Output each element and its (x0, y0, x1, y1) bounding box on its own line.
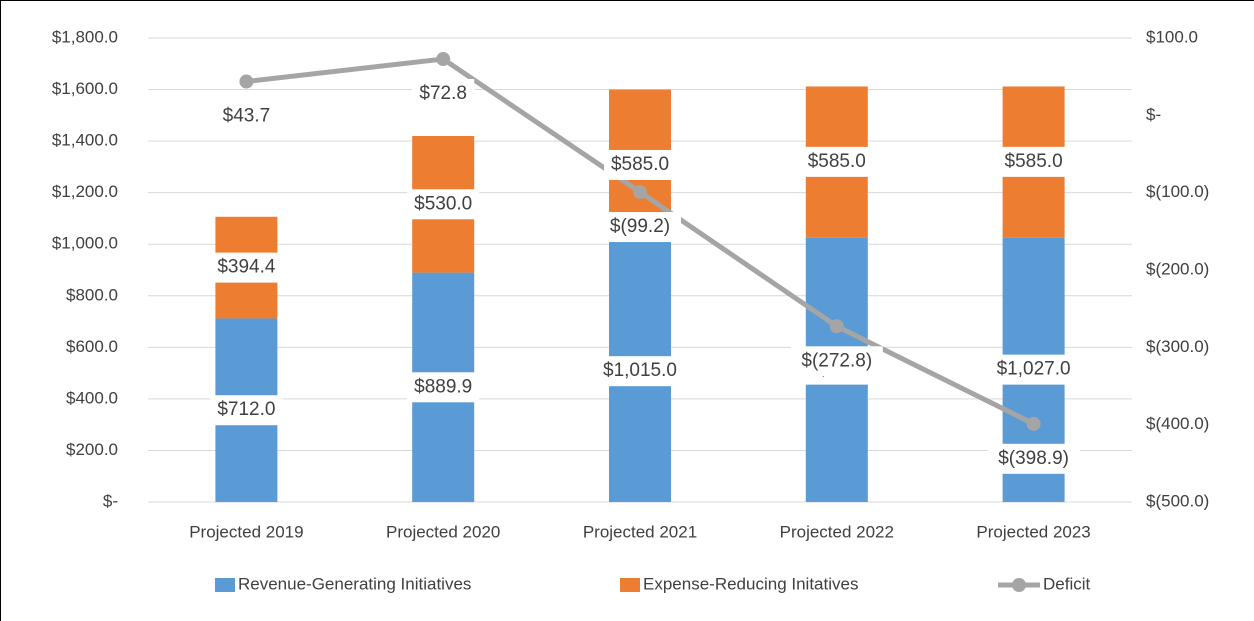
label-bg (604, 149, 676, 180)
deficit-marker (633, 185, 647, 200)
x-tick-label: Projected 2021 (583, 522, 697, 541)
value-label: $889.9 (414, 376, 472, 397)
label-bg (599, 212, 681, 243)
label-bg (407, 189, 480, 220)
value-label: $(398.9) (998, 448, 1069, 469)
y-tick-label: $1,200.0 (52, 182, 118, 201)
label-bg (210, 395, 283, 426)
y2-tick-label: $(200.0) (1146, 259, 1209, 278)
value-label: $712.0 (217, 399, 275, 420)
deficit-marker (436, 52, 451, 67)
legend-label: Revenue-Generating Initiatives (238, 574, 471, 593)
value-label: $530.0 (414, 193, 472, 214)
value-label: $43.7 (223, 106, 271, 127)
value-label: $585.0 (611, 154, 669, 175)
x-tick-label: Projected 2023 (976, 522, 1090, 541)
legend-swatch (620, 578, 640, 592)
y2-tick-label: $100.0 (1146, 27, 1198, 46)
x-tick-label: Projected 2019 (189, 522, 303, 541)
value-label: $(272.8) (801, 350, 872, 371)
y-tick-label: $1,800.0 (52, 27, 118, 46)
value-label: $72.8 (419, 83, 467, 104)
y-tick-label: $800.0 (66, 285, 118, 304)
label-bg (210, 252, 283, 283)
y2-tick-label: $(100.0) (1146, 182, 1209, 201)
x-tick-label: Projected 2022 (780, 522, 894, 541)
deficit-marker (829, 319, 844, 334)
label-bg (790, 346, 883, 377)
y-tick-label: $1,600.0 (52, 79, 118, 98)
y-tick-label: $- (103, 491, 118, 510)
y-tick-label: $1,400.0 (52, 131, 118, 150)
y-tick-label: $1,000.0 (52, 234, 118, 253)
legend-label: Expense-Reducing Initatives (643, 574, 858, 593)
value-label: $585.0 (808, 151, 866, 172)
legend-label: Deficit (1043, 574, 1091, 593)
label-bg (987, 443, 1080, 474)
label-bg (412, 79, 475, 110)
deficit-marker (1026, 416, 1041, 431)
legend-marker (1012, 578, 1026, 592)
value-label: $1,015.0 (603, 360, 677, 381)
y-tick-label: $200.0 (66, 440, 118, 459)
y2-tick-label: $- (1146, 105, 1161, 124)
label-bg (987, 354, 1080, 385)
label-bg (407, 372, 480, 403)
x-tick-label: Projected 2020 (386, 522, 500, 541)
label-bg (594, 356, 686, 387)
y-tick-label: $600.0 (66, 337, 118, 356)
label-bg (800, 146, 873, 177)
label-bg (997, 146, 1070, 177)
y2-tick-label: $(400.0) (1146, 414, 1209, 433)
deficit-marker (239, 74, 254, 89)
value-label: $(99.2) (610, 216, 670, 237)
value-label: $394.4 (217, 257, 276, 278)
y2-tick-label: $(300.0) (1146, 337, 1209, 356)
legend-swatch (215, 578, 235, 592)
value-label: $1,027.0 (997, 359, 1071, 380)
label-bg (215, 101, 278, 132)
y-tick-label: $400.0 (66, 388, 118, 407)
y2-tick-label: $(500.0) (1146, 491, 1209, 510)
value-label: $585.0 (1005, 151, 1063, 172)
